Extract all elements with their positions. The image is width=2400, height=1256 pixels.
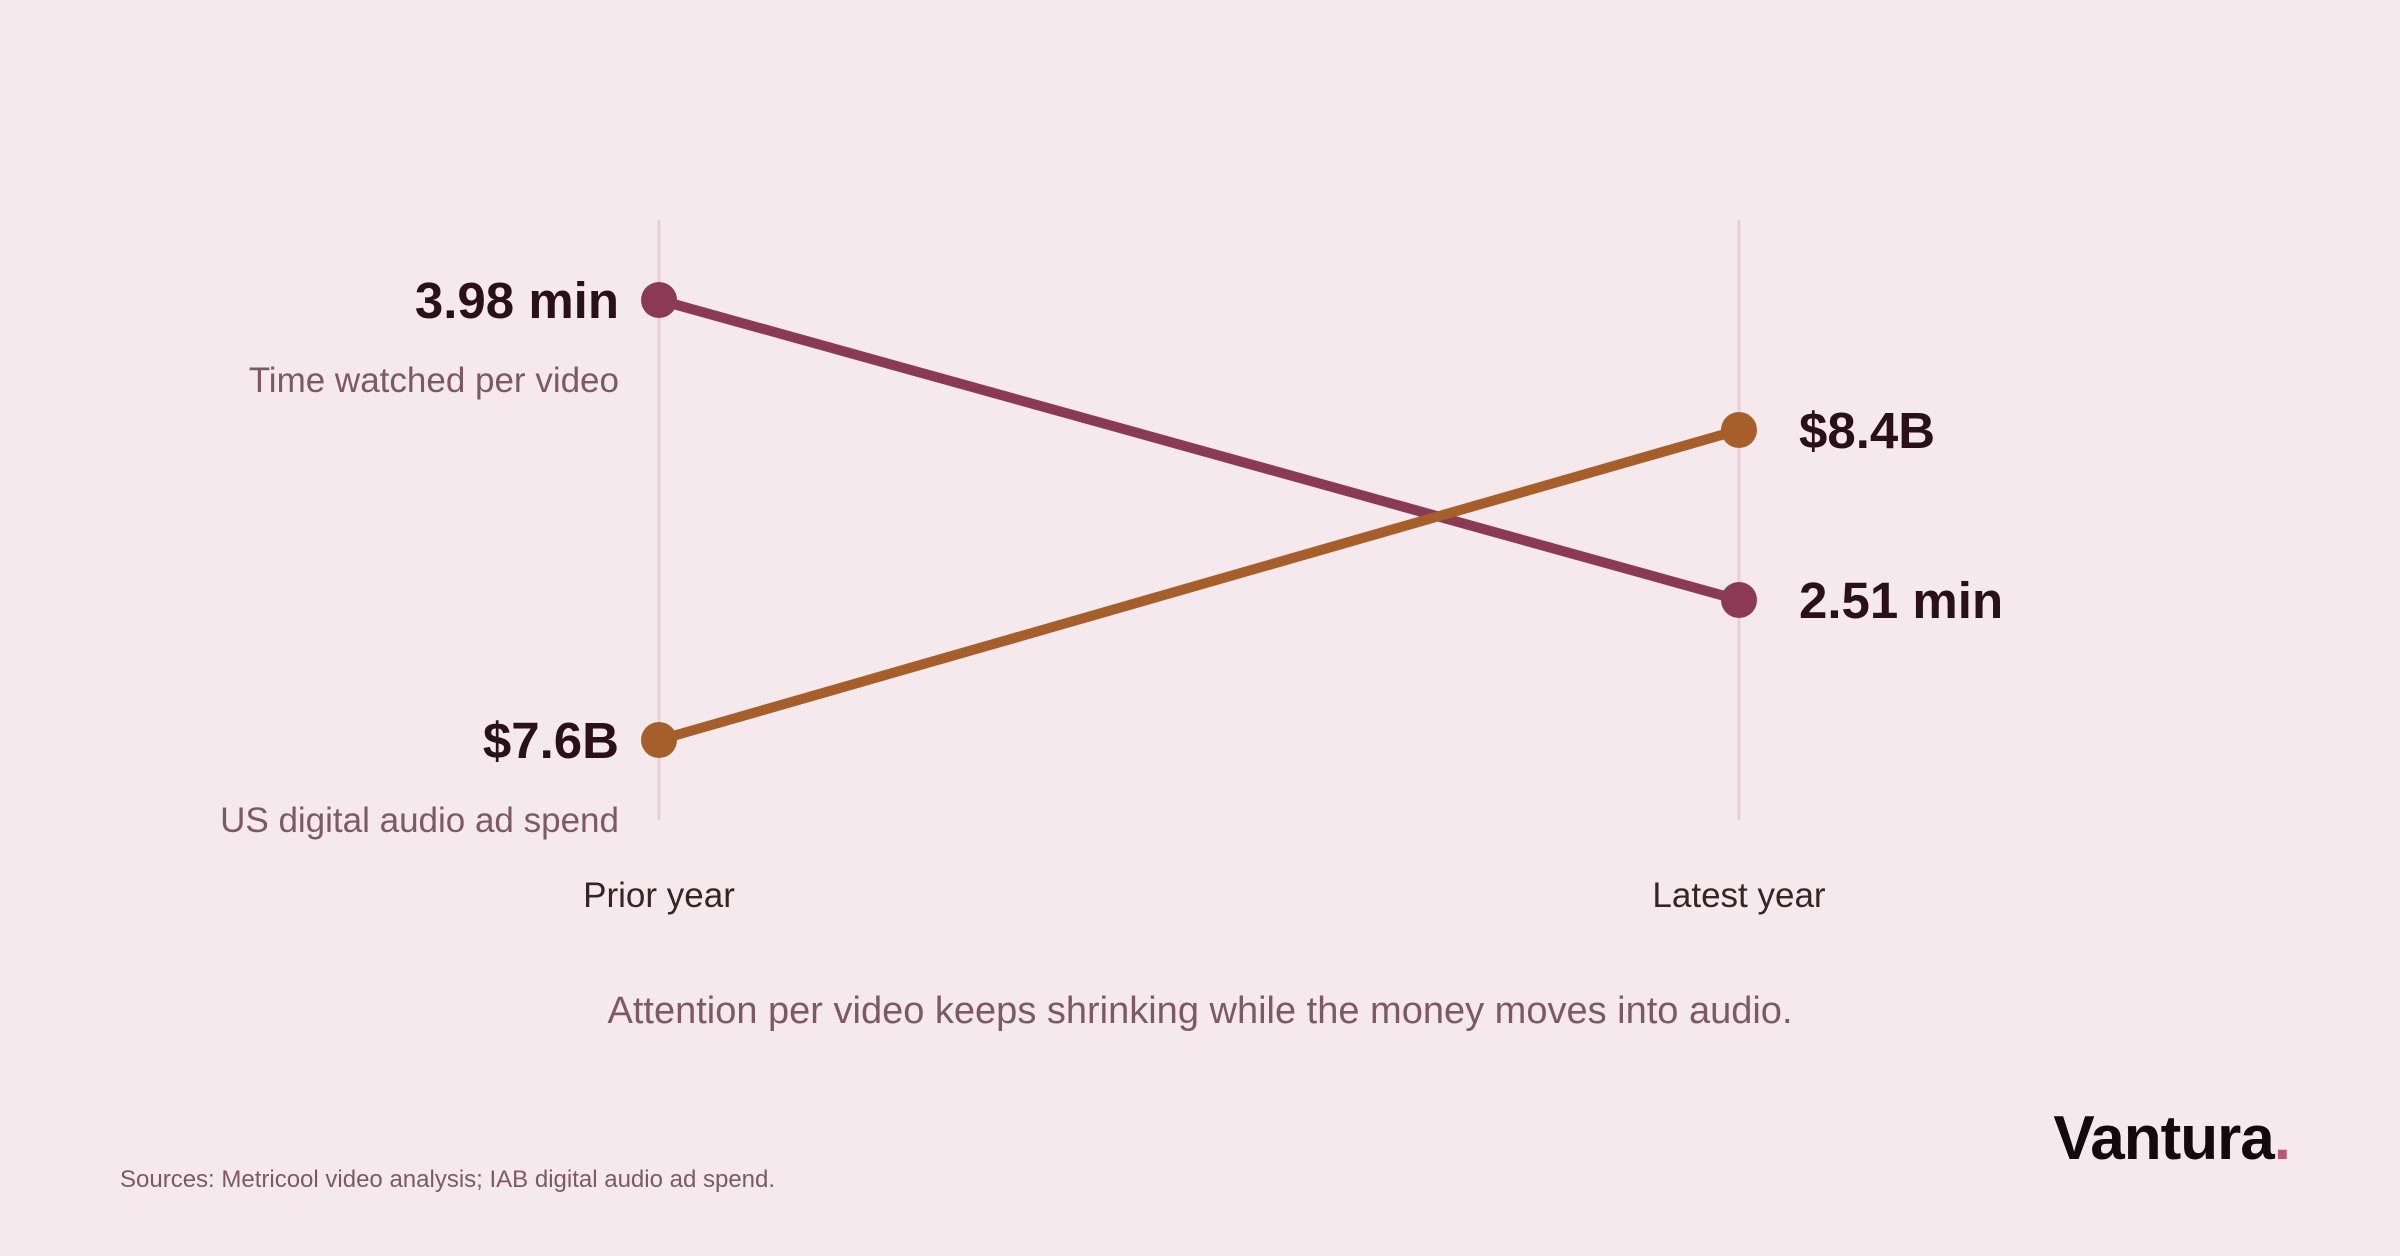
axis-label-prior-year: Prior year: [583, 876, 735, 915]
brand-logo: Vantura.: [2053, 1108, 2291, 1170]
data-point-0-0: [641, 282, 677, 318]
brand-name: Vantura: [2053, 1104, 2274, 1173]
value-label-0-0: 3.98 min: [415, 272, 619, 329]
axis-label-latest-year: Latest year: [1652, 876, 1825, 915]
chart-caption: Attention per video keeps shrinking whil…: [607, 990, 1793, 1032]
value-label-0-1: 2.51 min: [1799, 572, 2003, 629]
value-label-1-0: $7.6B: [483, 712, 619, 769]
series-line-1: [654, 425, 1744, 745]
brand-dot: .: [2273, 1104, 2291, 1173]
value-label-1-1: $8.4B: [1799, 402, 1935, 459]
data-point-1-1: [1721, 412, 1757, 448]
data-point-0-1: [1721, 582, 1757, 618]
data-point-1-0: [641, 722, 677, 758]
series-line-0: [654, 295, 1744, 605]
series-name-1: US digital audio ad spend: [220, 801, 619, 840]
series-name-0: Time watched per video: [249, 361, 619, 400]
source-note: Sources: Metricool video analysis; IAB d…: [120, 1166, 776, 1193]
